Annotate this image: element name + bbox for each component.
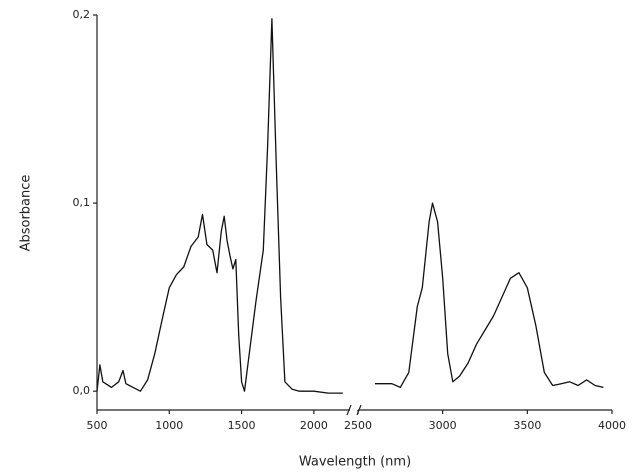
y-axis-title: Absorbance <box>19 175 34 252</box>
x-tick-label: 2000 <box>300 419 328 432</box>
x-tick-label: 500 <box>87 419 108 432</box>
x-tick-label: 3500 <box>513 419 541 432</box>
x-tick-label: 3000 <box>429 419 457 432</box>
y-tick-label: 0,0 <box>73 384 91 397</box>
y-tick-label: 0,1 <box>73 196 91 209</box>
x-tick-label: 1000 <box>155 419 183 432</box>
x-tick-label: 1500 <box>228 419 256 432</box>
x-tick-label: 2500 <box>344 419 372 432</box>
axis-break <box>346 404 352 416</box>
x-axis-title: Wavelength (nm) <box>299 455 411 470</box>
x-tick-label: 4000 <box>598 419 626 432</box>
spectrum-line <box>96 18 604 394</box>
y-tick-label: 0,2 <box>73 8 91 21</box>
